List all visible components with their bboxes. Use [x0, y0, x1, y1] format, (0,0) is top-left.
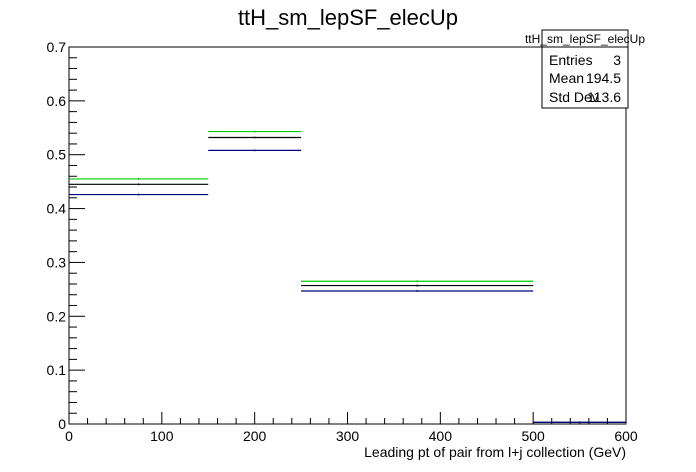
x-axis-label: Leading pt of pair from l+j collection (… — [364, 444, 626, 460]
y-tick-label: 0.1 — [47, 362, 67, 378]
x-tick-label: 600 — [614, 428, 638, 444]
y-tick-label: 0.6 — [47, 93, 67, 109]
chart-title: ttH_sm_lepSF_elecUp — [238, 5, 458, 30]
x-tick-label: 100 — [150, 428, 174, 444]
stats-box-frame — [541, 29, 629, 109]
x-tick-label: 0 — [65, 428, 73, 444]
y-tick-label: 0.3 — [47, 254, 67, 270]
y-tick-label: 0.7 — [47, 39, 67, 55]
x-tick-label: 400 — [429, 428, 453, 444]
x-tick-label: 300 — [336, 428, 360, 444]
x-axis: 0 100 200 300 400 500 600 — [65, 412, 638, 444]
stats-stddev-value: 113.6 — [587, 89, 621, 105]
stats-entries-label: Entries — [549, 52, 593, 68]
stats-stddev-label: Std Dev — [549, 89, 599, 105]
stats-box-title: ttH_sm_lepSF_elecUp — [525, 32, 645, 46]
y-tick-label: 0 — [58, 416, 66, 432]
x-tick-label: 500 — [521, 428, 545, 444]
y-tick-label: 0.2 — [47, 308, 67, 324]
stats-entries-value: 3 — [613, 52, 621, 68]
histogram-series — [69, 130, 626, 424]
y-axis: 0 0.1 0.2 0.3 0.4 0.5 0.6 0.7 — [47, 39, 85, 432]
y-tick-label: 0.5 — [47, 147, 67, 163]
stats-box: ttH_sm_lepSF_elecUp Entries 3 Mean 194.5… — [525, 29, 645, 109]
y-tick-label: 0.4 — [47, 201, 67, 217]
x-tick-label: 200 — [243, 428, 267, 444]
stats-mean-label: Mean — [549, 70, 584, 86]
stats-mean-value: 194.5 — [586, 70, 621, 86]
